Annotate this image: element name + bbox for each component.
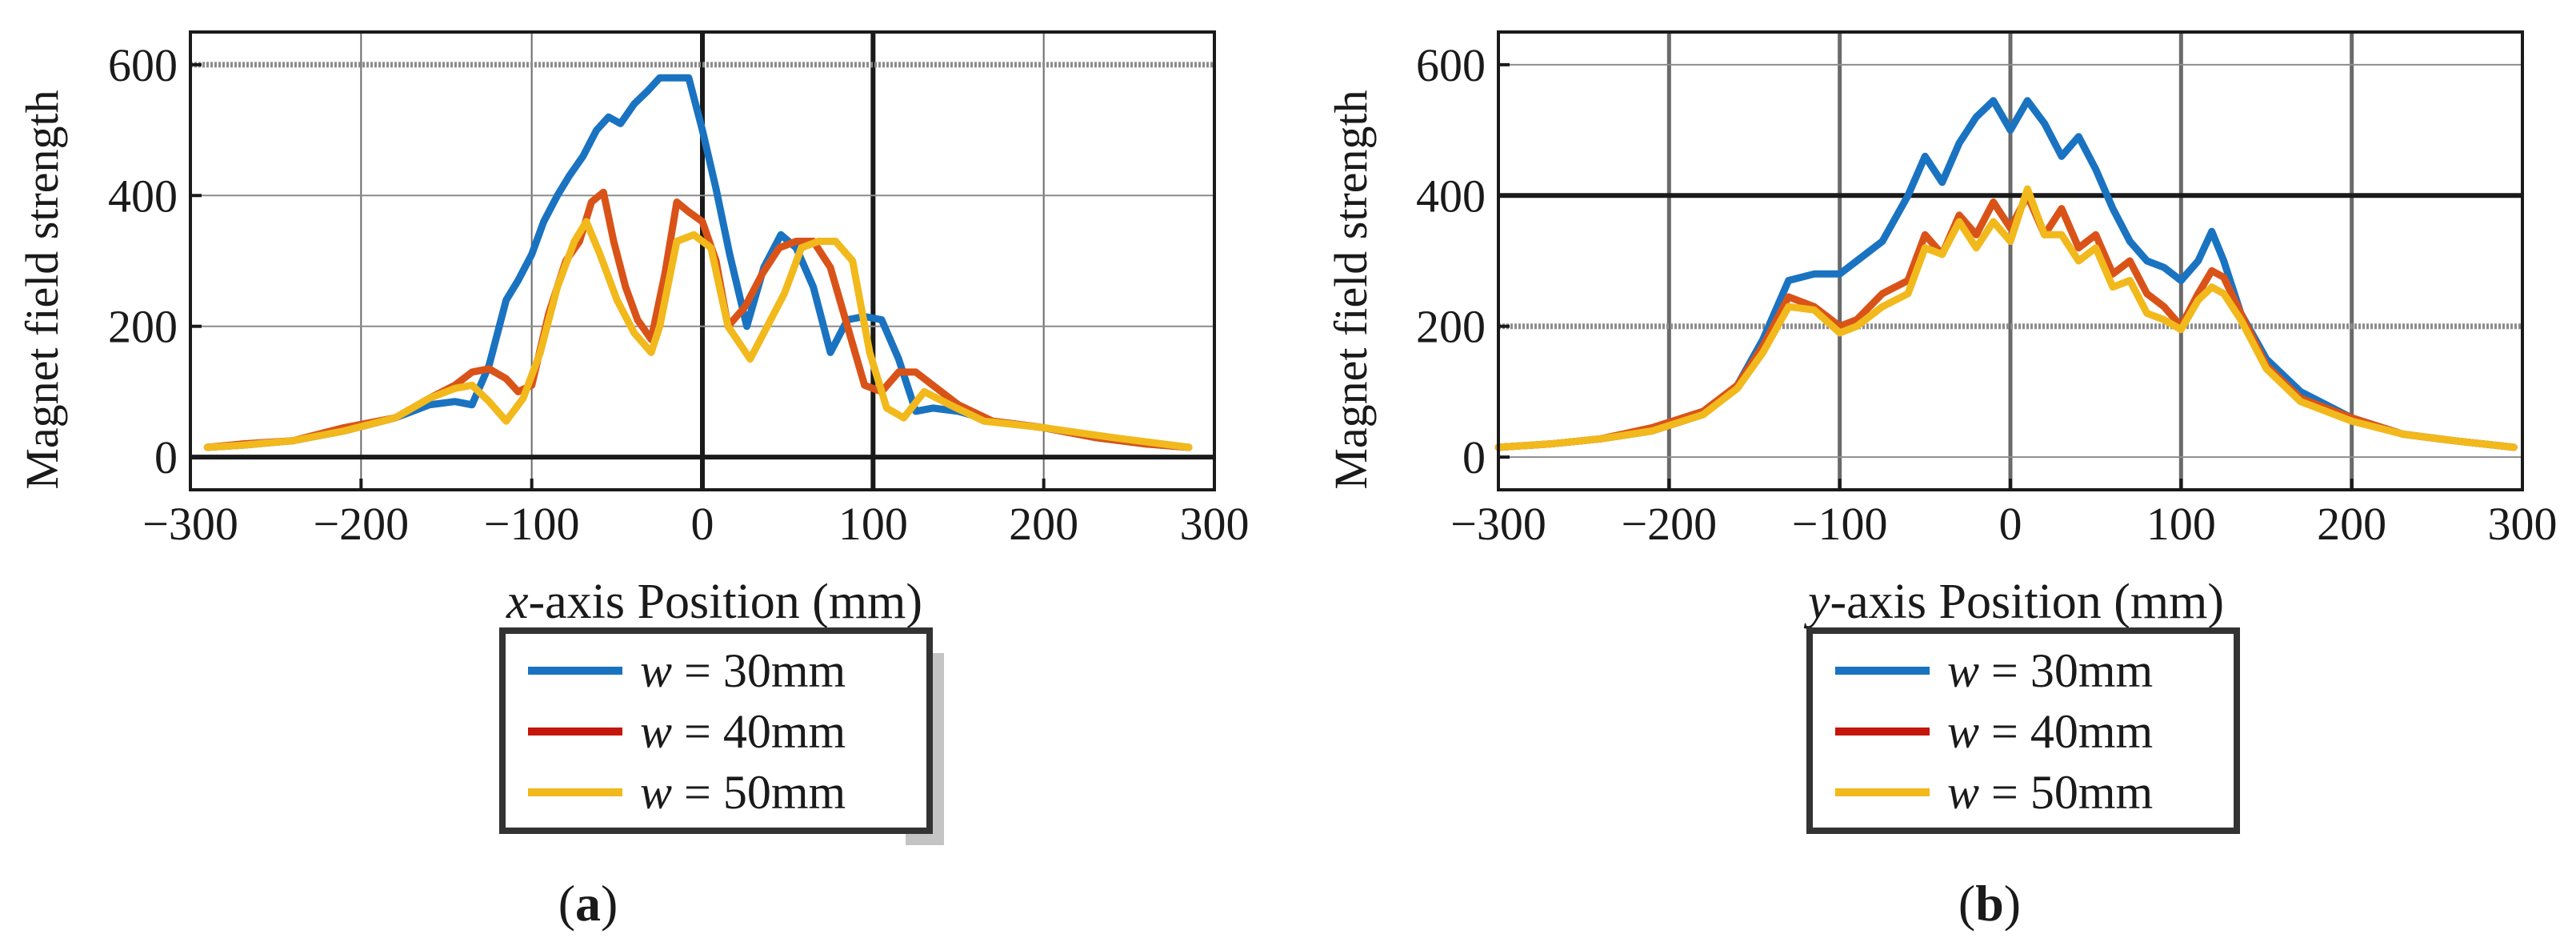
panel-a-x-axis-label: x-axis Position (mm)	[506, 575, 922, 629]
panel-a-y-tick-label-3: 600	[108, 39, 178, 91]
panel-a-series-line-1	[203, 74, 1193, 451]
panel-b-grid	[1498, 32, 2522, 490]
panel-a-grid	[190, 32, 1214, 490]
panel-b-legend: w = 30mm w = 40mm w = 50mm	[1806, 627, 2240, 834]
panel-b-legend-label-3: w = 50mm	[1947, 766, 2153, 819]
panel-a-y-tick-label-2: 400	[108, 170, 178, 222]
panel-a-x-tick-label-5: 200	[1009, 498, 1078, 550]
panel-a-legend: w = 30mm w = 40mm w = 50mm	[499, 627, 944, 845]
panel-b-x-tick-label-6: 300	[2488, 498, 2558, 550]
panel-b-series-line-1	[1494, 97, 2518, 451]
panel-a-series-line-3	[203, 218, 1193, 451]
panel-b-x-tick-label-1: −200	[1621, 498, 1717, 550]
panel-a-legend-label-1: w = 30mm	[640, 644, 846, 697]
panel-b-ticks: −300 −200 −100 0 100 200 300 0 200 400 600	[1416, 30, 2558, 550]
panel-a-x-tick-label-4: 100	[838, 498, 908, 550]
panel-a-lines	[203, 74, 1193, 451]
panel-a-x-tick-label-0: −300	[142, 498, 238, 550]
panel-a-y-tick-label-1: 200	[108, 301, 178, 353]
panel-b-legend-label-2: w = 40mm	[1947, 705, 2153, 758]
panel-a-x-tick-label-3: 0	[691, 498, 714, 550]
panel-b: −300 −200 −100 0 100 200 300 0 200 400 600 Magnet …	[1325, 30, 2558, 932]
panel-a-x-tick-label-2: −100	[484, 498, 580, 550]
panel-a-x-tick-label-6: 300	[1180, 498, 1250, 550]
panel-b-x-tick-label-3: 0	[1999, 498, 2022, 550]
panel-b-y-tick-label-0: 0	[1462, 431, 1486, 483]
panel-b-caption: (b)	[1958, 875, 2021, 932]
panel-b-y-axis-label: Magnet field strength	[1325, 90, 1377, 489]
panel-a: −300 −200 −100 0 100 200 300 0 200 400 600 Magnet …	[16, 30, 1250, 932]
panel-a-ticks: −300 −200 −100 0 100 200 300 0 200 400 600	[108, 30, 1250, 550]
panel-b-x-tick-label-2: −100	[1792, 498, 1888, 550]
panel-b-x-tick-label-4: 100	[2146, 498, 2216, 550]
panel-a-caption: (a)	[558, 875, 618, 932]
panel-a-y-tick-label-0: 0	[154, 431, 178, 483]
panel-b-x-tick-label-5: 200	[2317, 498, 2386, 550]
panel-b-lines	[1494, 97, 2518, 451]
panel-a-y-axis-label: Magnet field strength	[16, 90, 68, 489]
panel-a-series-line-2	[203, 188, 1193, 451]
panel-b-y-tick-label-3: 600	[1416, 39, 1486, 91]
panel-a-legend-label-3: w = 50mm	[640, 766, 846, 819]
panel-b-legend-label-1: w = 30mm	[1947, 644, 2153, 697]
panel-a-legend-label-2: w = 40mm	[640, 705, 846, 758]
panel-b-y-tick-label-2: 400	[1416, 170, 1486, 222]
panel-b-x-axis-label: y-axis Position (mm)	[1803, 575, 2224, 629]
panel-b-series-line-3	[1494, 185, 2518, 451]
panel-a-x-tick-label-1: −200	[313, 498, 409, 550]
panel-b-x-tick-label-0: −300	[1450, 498, 1546, 550]
panel-b-y-tick-label-1: 200	[1416, 301, 1486, 353]
